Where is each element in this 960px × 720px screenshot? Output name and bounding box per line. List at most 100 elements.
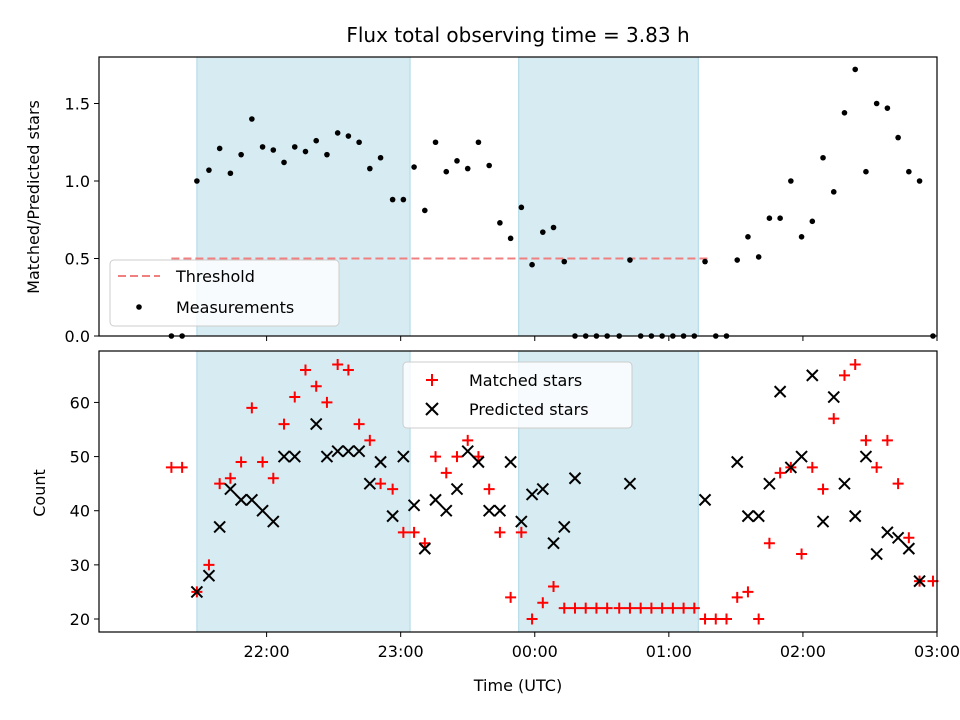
measurement-point: [313, 137, 320, 144]
x-tick-label: 00:00: [512, 642, 558, 661]
bottom-y-tick-label: 40: [70, 502, 90, 521]
predicted-star-point: [429, 493, 442, 507]
measurement-point: [852, 66, 859, 73]
matched-star-point: [505, 591, 517, 603]
predicted-star-point: [806, 369, 819, 382]
matched-star-point: [235, 456, 247, 468]
matched-star-point: [601, 602, 613, 614]
measurement-point: [443, 168, 450, 175]
matched-star-point: [828, 413, 840, 425]
matched-star-point: [763, 537, 775, 549]
measurement-point: [788, 178, 794, 184]
predicted-star-point: [352, 444, 366, 458]
bottom-panel: 20 30 40 50 60 22:00 23:00 00:00 01:00 02:00 03:0…: [30, 350, 960, 695]
measurement-point: [389, 196, 396, 203]
predicted-star-point: [891, 531, 905, 544]
bottom-legend: Matched stars Predicted stars: [402, 361, 633, 429]
matched-star-point: [526, 613, 538, 625]
matched-star-point: [321, 396, 333, 408]
matched-star-point: [590, 602, 602, 614]
predicted-star-point: [838, 477, 851, 490]
measurement-point: [334, 130, 341, 136]
matched-star-point: [165, 461, 177, 473]
measurement-point: [627, 257, 633, 263]
matched-star-point: [720, 613, 732, 625]
matched-star-point: [871, 461, 883, 473]
top-y-ticks: 0.0 0.5 1.0 1.5: [65, 95, 99, 346]
legend-measurement-label: Measurements: [176, 298, 294, 317]
predicted-star-point: [536, 482, 550, 496]
legend-predicted-label: Predicted stars: [469, 400, 589, 419]
matched-star-point: [892, 478, 904, 490]
matched-star-point: [838, 369, 850, 381]
predicted-star-point: [342, 444, 355, 458]
measurement-point: [529, 261, 535, 268]
predicted-star-point: [245, 493, 259, 507]
matched-star-point: [903, 532, 915, 544]
measurement-point: [755, 254, 762, 260]
measurement-point: [356, 139, 362, 146]
predicted-star-point: [784, 461, 798, 474]
matched-star-point: [472, 451, 484, 463]
matched-star-point: [342, 364, 354, 376]
matched-star-point: [299, 364, 311, 376]
predicted-star-point: [568, 472, 582, 485]
measurement-point: [206, 167, 212, 173]
predicted-stars-points: [190, 369, 926, 599]
predicted-star-point: [288, 450, 301, 463]
predicted-star-point: [202, 569, 216, 582]
predicted-star-point: [482, 504, 496, 517]
top-y-tick-label: 0.0: [65, 327, 90, 346]
matched-star-point: [548, 581, 560, 593]
predicted-star-point: [827, 390, 840, 404]
predicted-star-point: [224, 482, 237, 496]
measurement-point: [475, 139, 482, 146]
predicted-star-point: [267, 515, 280, 528]
predicted-star-point: [547, 536, 560, 550]
measurement-point: [432, 139, 439, 146]
measurement-points: [168, 66, 936, 339]
predicted-star-point: [440, 504, 453, 517]
measurement-point: [227, 170, 234, 177]
bottom-plot-frame: [98, 350, 938, 633]
predicted-star-point: [859, 450, 873, 463]
matched-star-point: [635, 602, 647, 614]
matched-star-point: [678, 602, 690, 614]
matched-star-point: [397, 526, 409, 538]
top-shaded-region-1: [518, 56, 699, 337]
top-panel: 0.0 0.5 1.0 1.5 Matched/Predicted stars Thr…: [24, 56, 938, 346]
matched-star-point: [580, 602, 592, 614]
matched-star-point: [710, 613, 722, 625]
matched-star-point: [246, 402, 258, 414]
legend-matched-label: Matched stars: [469, 371, 582, 390]
matched-star-point: [688, 602, 700, 614]
predicted-star-point: [407, 499, 421, 512]
matched-star-point: [624, 602, 636, 614]
matched-star-point: [332, 359, 344, 371]
bottom-y-tick-label: 50: [70, 448, 90, 467]
measurement-point: [820, 154, 826, 161]
matched-star-point: [515, 526, 527, 538]
matched-star-point: [375, 478, 387, 490]
measurement-point: [324, 151, 330, 158]
matched-star-point: [537, 597, 549, 609]
matched-stars-points: [165, 359, 939, 625]
measurement-point: [809, 218, 816, 225]
predicted-star-point: [773, 385, 787, 398]
predicted-star-point: [558, 520, 571, 534]
predicted-star-point: [277, 450, 291, 463]
predicted-star-point: [386, 509, 399, 523]
bottom-y-ticks: 20 30 40 50 60: [70, 393, 99, 629]
measurement-point: [884, 105, 891, 111]
matched-star-point: [742, 586, 754, 598]
x-tick-label: 22:00: [244, 642, 290, 661]
measurement-point: [873, 100, 880, 107]
measurement-point: [766, 215, 773, 221]
matched-star-point: [353, 418, 365, 430]
measurement-point: [798, 234, 805, 240]
x-tick-label: 01:00: [646, 642, 692, 661]
measurement-point: [916, 178, 923, 184]
legend-threshold-label: Threshold: [175, 267, 255, 286]
measurement-point: [507, 235, 514, 242]
predicted-star-point: [418, 542, 432, 555]
